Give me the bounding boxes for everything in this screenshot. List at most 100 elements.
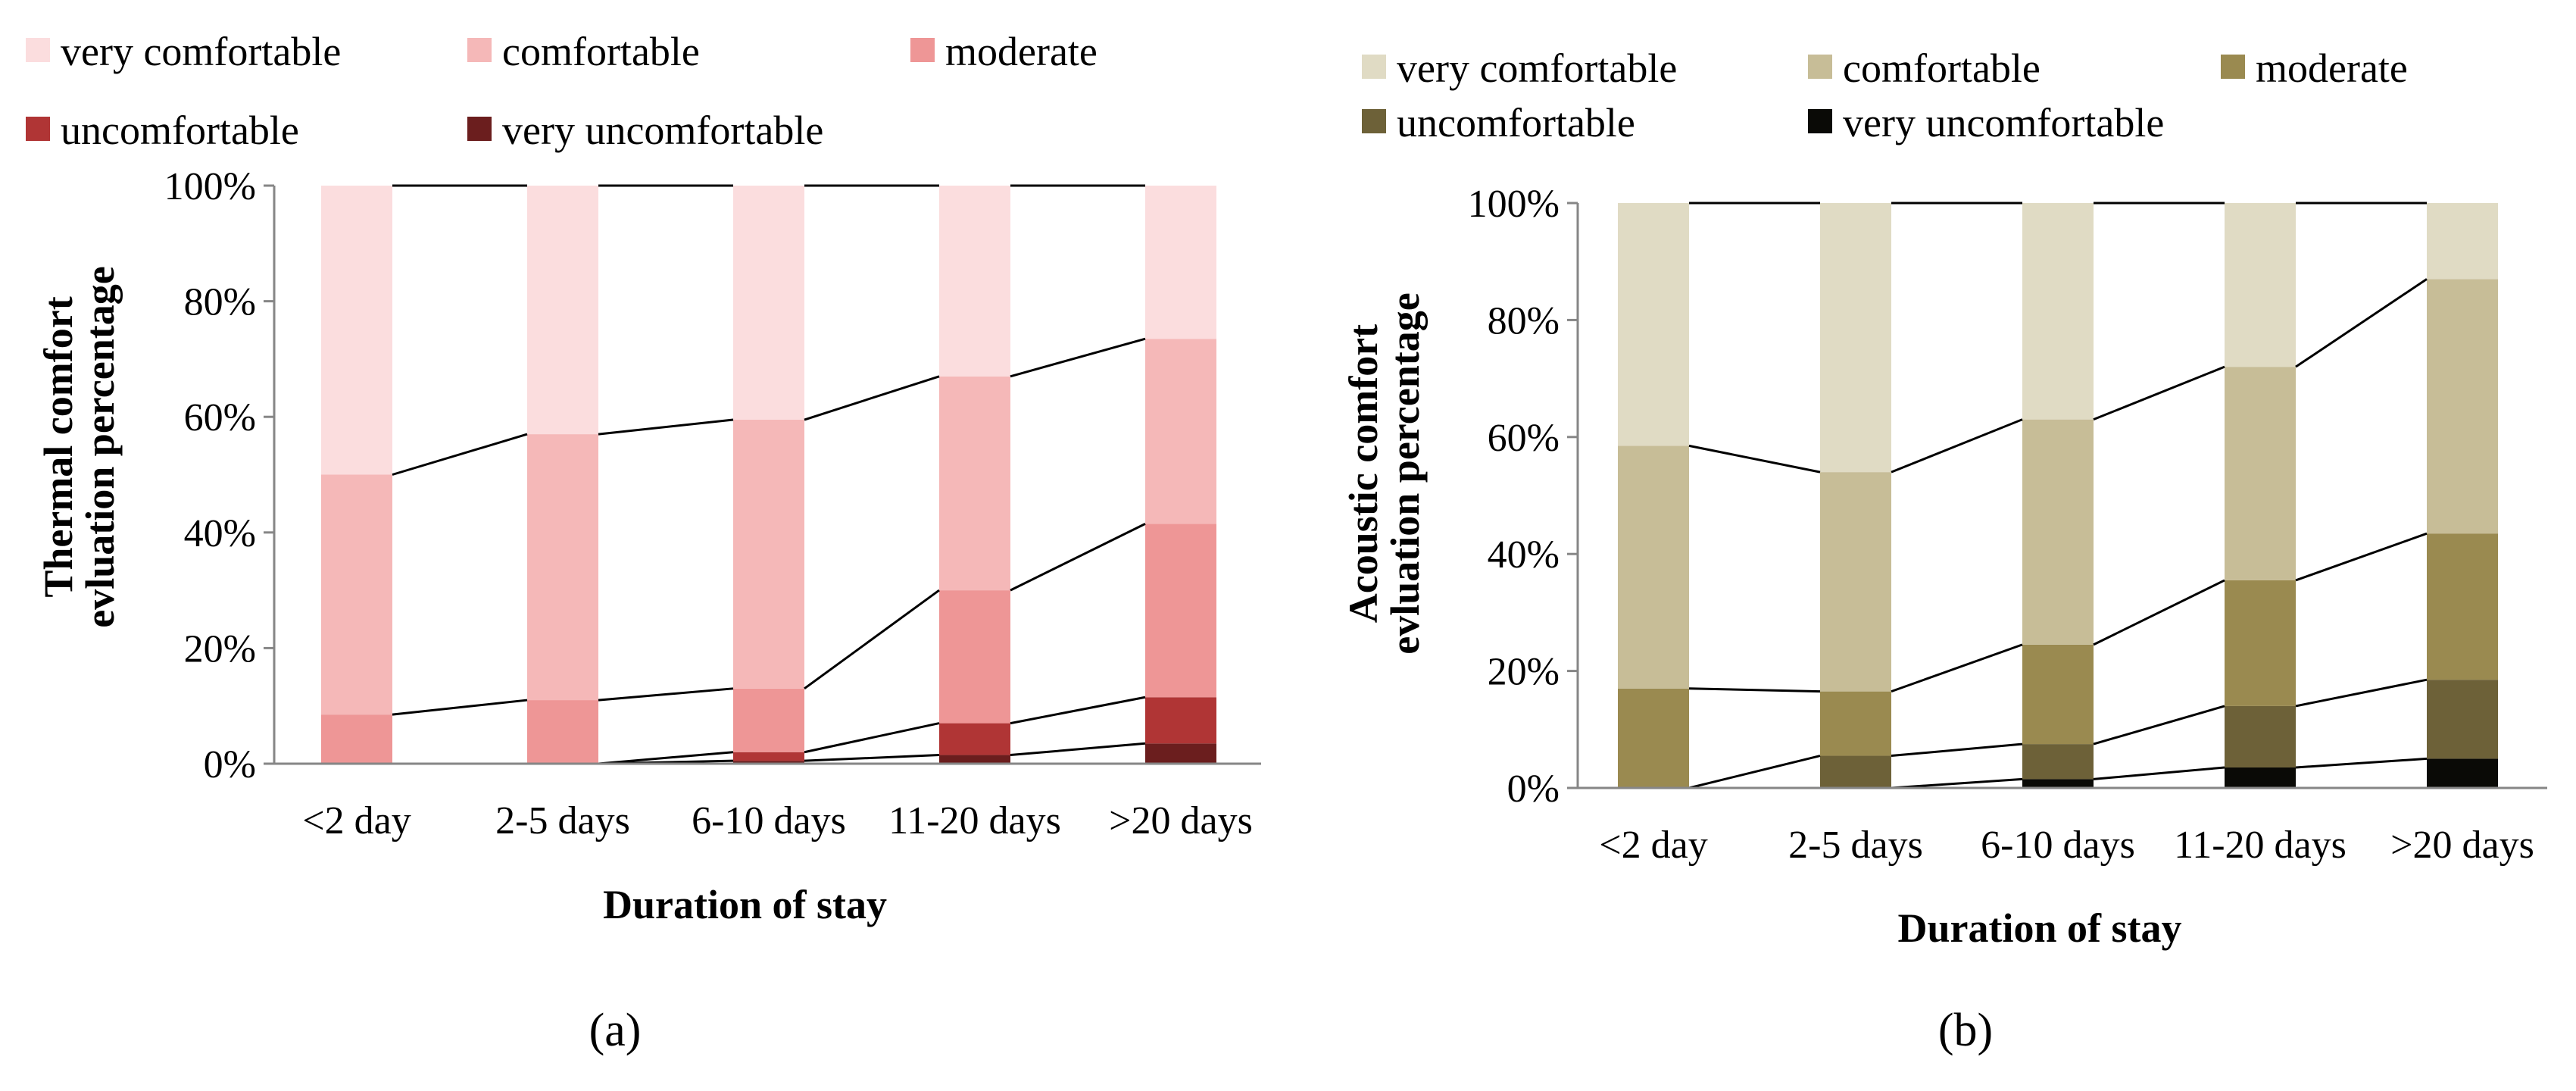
series-line <box>2093 579 2225 646</box>
y-axis-title-line: evluation percentage <box>1382 292 1428 654</box>
bar-segment-comfortable <box>733 420 804 689</box>
bar-segment-uncomfortable <box>2225 705 2296 767</box>
series-line <box>2295 278 2428 368</box>
bar-segment-very-uncomfortable <box>2022 779 2094 788</box>
bar-segment-very-comfortable <box>733 186 804 420</box>
x-tick-label: <2 day <box>1599 824 1707 867</box>
y-tick-label: 100% <box>164 165 256 208</box>
y-tick-label: 60% <box>1488 417 1560 460</box>
bar-segment-very-comfortable <box>1820 203 1891 473</box>
bar-segment-moderate <box>2427 533 2498 680</box>
series-line <box>2093 705 2225 746</box>
legend-label-very-comfortable: very comfortable <box>1397 45 1677 91</box>
bar-segment-comfortable <box>527 434 598 701</box>
chart-panel-a: very comfortable comfortable moderate uncom… <box>26 29 1261 1056</box>
x-tick-label: >20 days <box>2390 824 2534 867</box>
series-line <box>392 699 528 716</box>
bar-segment-comfortable <box>939 376 1010 591</box>
bar-segment-uncomfortable <box>2022 744 2094 780</box>
series-line <box>1891 742 2023 758</box>
legend-label-moderate: moderate <box>2256 45 2408 91</box>
bar-segment-comfortable <box>1145 339 1216 524</box>
legend-label-very-uncomfortable: very uncomfortable <box>502 108 823 153</box>
series-line <box>804 722 940 754</box>
series-line <box>1891 777 2023 789</box>
x-tick-label: 11-20 days <box>888 799 1061 842</box>
series-line <box>2093 766 2225 780</box>
legend-swatch-comfortable <box>467 38 492 62</box>
bar-segment-moderate <box>2022 644 2094 745</box>
series-line <box>1010 337 1146 378</box>
legend-label-comfortable: comfortable <box>502 29 700 74</box>
bar-segment-moderate <box>1145 524 1216 698</box>
series-line <box>1010 742 1146 757</box>
legend-label-moderate: moderate <box>945 29 1098 74</box>
bar-segment-moderate <box>733 688 804 752</box>
panel-label: (a) <box>589 1005 642 1056</box>
bar-segment-comfortable <box>1820 472 1891 692</box>
bar-segment-moderate <box>2225 580 2296 706</box>
series-line <box>1688 444 1821 474</box>
legend-swatch-uncomfortable <box>26 117 50 141</box>
bar-segment-uncomfortable <box>1820 755 1891 788</box>
bar-segment-very-uncomfortable <box>2427 758 2498 788</box>
series-line <box>1688 687 1821 693</box>
x-tick-label: >20 days <box>1109 799 1253 842</box>
bar-segment-comfortable <box>2427 279 2498 534</box>
bar-segment-uncomfortable <box>939 723 1010 755</box>
legend-swatch-very-uncomfortable <box>1808 109 1832 133</box>
legend-label-very-comfortable: very comfortable <box>61 29 341 74</box>
series-line <box>2093 365 2225 421</box>
bar-segment-uncomfortable <box>2427 680 2498 759</box>
series-line <box>392 433 528 476</box>
series-line <box>1891 643 2023 693</box>
legend-swatch-moderate <box>910 38 935 62</box>
bar-segment-comfortable <box>1618 445 1689 689</box>
bar-segment-very-comfortable <box>1618 203 1689 446</box>
bar-segment-very-comfortable <box>939 186 1010 377</box>
bar-segment-very-comfortable <box>1145 186 1216 339</box>
bar-segment-very-comfortable <box>2427 203 2498 280</box>
bar-segment-very-uncomfortable <box>2225 767 2296 788</box>
y-tick-label: 20% <box>184 627 256 671</box>
y-tick-label: 40% <box>184 512 256 555</box>
bar-segment-comfortable <box>321 474 392 715</box>
series-line <box>1010 523 1146 592</box>
legend-swatch-very-comfortable <box>1362 55 1386 79</box>
legend-swatch-moderate <box>2221 55 2245 79</box>
legend-swatch-very-comfortable <box>26 38 50 62</box>
bar-segment-comfortable <box>2225 367 2296 580</box>
x-tick-label: 2-5 days <box>495 799 630 842</box>
y-tick-label: 100% <box>1468 183 1560 226</box>
y-axis-title-line: evluation percentage <box>77 266 123 627</box>
bar-segment-moderate <box>527 700 598 764</box>
series-line <box>804 589 940 690</box>
y-tick-label: 20% <box>1488 651 1560 694</box>
bar-segment-comfortable <box>2022 419 2094 645</box>
panel-label: (b) <box>1938 1005 1993 1056</box>
legend-label-comfortable: comfortable <box>1843 45 2041 91</box>
bar-segment-very-comfortable <box>2022 203 2094 420</box>
bar-segment-moderate <box>1820 691 1891 756</box>
series-line <box>1010 696 1146 725</box>
series-line <box>2295 532 2428 582</box>
bar-segment-moderate <box>1618 688 1689 788</box>
y-tick-label: 80% <box>1488 299 1560 342</box>
series-line <box>598 418 734 436</box>
bar-segment-very-uncomfortable <box>939 755 1010 764</box>
bar-segment-very-uncomfortable <box>733 761 804 764</box>
series-line <box>598 687 734 702</box>
y-tick-label: 40% <box>1488 533 1560 577</box>
bar-segment-uncomfortable <box>733 752 804 761</box>
x-tick-label: <2 day <box>302 799 411 842</box>
bar-segment-uncomfortable <box>1145 697 1216 744</box>
bar-segment-very-uncomfortable <box>1145 743 1216 764</box>
bar-segment-very-comfortable <box>2225 203 2296 367</box>
x-tick-label: 6-10 days <box>692 799 846 842</box>
bar-segment-very-comfortable <box>527 186 598 435</box>
x-tick-label: 2-5 days <box>1788 824 1923 867</box>
series-line <box>1688 755 1821 789</box>
series-line <box>804 754 940 762</box>
bar-segment-moderate <box>939 590 1010 724</box>
bar-segment-very-comfortable <box>321 186 392 475</box>
